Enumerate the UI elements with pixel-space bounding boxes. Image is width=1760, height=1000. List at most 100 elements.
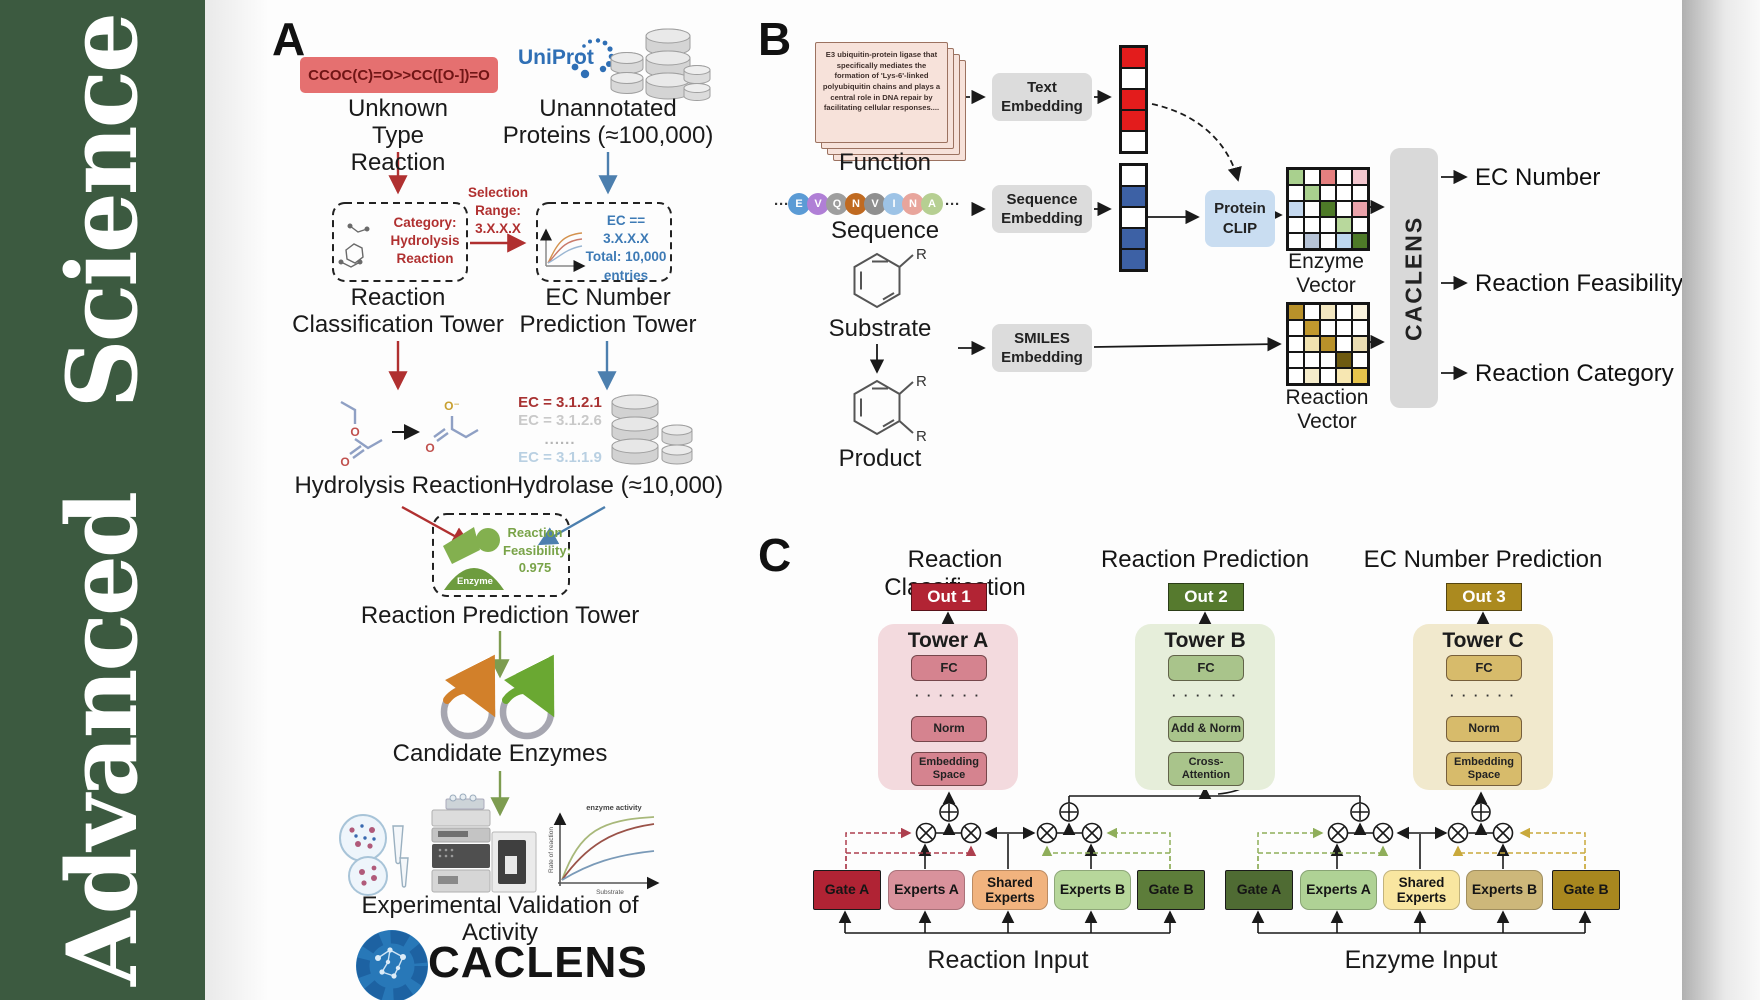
reaction-gate-b: Gate B bbox=[1137, 870, 1205, 910]
enzyme-vector-grid bbox=[1286, 167, 1370, 251]
amino-acid-circle: N bbox=[902, 193, 924, 215]
grid-cell bbox=[1304, 336, 1320, 352]
enzyme-gate-b: Gate B bbox=[1552, 870, 1620, 910]
grid-cell bbox=[1288, 304, 1304, 320]
vector-cell bbox=[1121, 131, 1146, 152]
grid-cell bbox=[1352, 352, 1368, 368]
reaction-vector-label: Reaction Vector bbox=[1285, 386, 1369, 433]
grid-cell bbox=[1288, 217, 1304, 233]
reaction-vector-grid bbox=[1286, 302, 1370, 386]
enzyme-gate-a: Gate A bbox=[1225, 870, 1293, 910]
page-left-shadow bbox=[205, 0, 280, 1000]
grid-cell bbox=[1336, 233, 1352, 249]
grid-cell bbox=[1304, 217, 1320, 233]
smiles-embedding-box: SMILES Embedding bbox=[992, 324, 1092, 372]
grid-cell bbox=[1352, 336, 1368, 352]
grid-cell bbox=[1336, 368, 1352, 384]
enzyme-experts-a: Experts A bbox=[1300, 870, 1377, 910]
grid-cell bbox=[1304, 233, 1320, 249]
uniprot-logo-text: UniProt bbox=[518, 46, 594, 69]
experimental-validation-label: Experimental Validation of Activity bbox=[361, 892, 639, 946]
reaction-feasibility-text: Reaction Feasibility: 0.975 bbox=[503, 525, 571, 576]
smiles-reaction-box: CCOC(C)=O>>CC([O-])=O bbox=[300, 57, 498, 93]
ec-range-text: EC == 3.X.X.X Total: 10,000 entries bbox=[585, 213, 667, 283]
amino-acid-circle: V bbox=[807, 193, 829, 215]
reaction-experts-a: Experts A bbox=[888, 870, 965, 910]
vector-cell bbox=[1121, 68, 1146, 89]
journal-sidebar: Advanced Science bbox=[0, 0, 205, 1000]
protein-clip-box: Protein CLIP bbox=[1205, 190, 1275, 247]
amino-acid-circle: A bbox=[921, 193, 943, 215]
vector-cell bbox=[1121, 207, 1146, 228]
grid-cell bbox=[1288, 169, 1304, 185]
reaction-shared-experts: Shared Experts bbox=[972, 870, 1048, 910]
sequence-embedding-vector bbox=[1119, 163, 1148, 272]
vector-cell bbox=[1121, 249, 1146, 270]
grid-cell bbox=[1352, 201, 1368, 217]
ec-result-2: EC = 3.1.2.6 bbox=[518, 412, 602, 430]
candidate-enzymes-label: Candidate Enzymes bbox=[392, 740, 608, 767]
grid-cell bbox=[1304, 352, 1320, 368]
grid-cell bbox=[1320, 320, 1336, 336]
grid-cell bbox=[1352, 185, 1368, 201]
grid-cell bbox=[1336, 352, 1352, 368]
tower-c-embedding: Embedding Space bbox=[1446, 752, 1522, 786]
text-embedding-box: Text Embedding bbox=[992, 73, 1092, 121]
panelB-label: B bbox=[758, 13, 792, 65]
vector-cell bbox=[1121, 186, 1146, 207]
amino-acid-circle: Q bbox=[826, 193, 848, 215]
vector-cell bbox=[1121, 110, 1146, 131]
hydrolysis-reaction-label: Hydrolysis Reaction bbox=[294, 472, 507, 499]
ec-result-ellipsis: ...... bbox=[544, 430, 576, 448]
heading-reaction-prediction: Reaction Prediction bbox=[1100, 546, 1310, 573]
grid-cell bbox=[1320, 368, 1336, 384]
grid-cell bbox=[1304, 201, 1320, 217]
unknown-reaction-label: Unknown Type Reaction bbox=[347, 95, 449, 176]
tower-b: Tower B FC · · · · · · Add & Norm Cross-… bbox=[1135, 624, 1275, 790]
grid-cell bbox=[1336, 185, 1352, 201]
output-reaction-feasibility: Reaction Feasibility bbox=[1475, 270, 1684, 297]
grid-cell bbox=[1336, 169, 1352, 185]
tower-c: Tower C FC · · · · · · Norm Embedding Spa… bbox=[1413, 624, 1553, 790]
grid-cell bbox=[1320, 352, 1336, 368]
grid-cell bbox=[1288, 320, 1304, 336]
tower-a: Tower A FC · · · · · · Norm Embedding Spa… bbox=[878, 624, 1018, 790]
grid-cell bbox=[1336, 201, 1352, 217]
tower-a-fc: FC bbox=[911, 655, 987, 681]
grid-cell bbox=[1304, 185, 1320, 201]
heading-ec-number-prediction: EC Number Prediction bbox=[1363, 546, 1603, 573]
sequence-label: Sequence bbox=[830, 217, 940, 244]
tower-a-embedding: Embedding Space bbox=[911, 752, 987, 786]
grid-cell bbox=[1352, 233, 1368, 249]
hydrolase-label: Hydrolase (≈10,000) bbox=[505, 472, 724, 499]
caclens-wordmark: CACLENS bbox=[428, 938, 648, 987]
panelC-label: C bbox=[758, 529, 792, 581]
substrate-label: Substrate bbox=[828, 315, 932, 342]
function-label: Function bbox=[838, 149, 932, 176]
page-edge-gradient bbox=[1682, 0, 1760, 1000]
output-ec-number: EC Number bbox=[1475, 164, 1601, 191]
selection-range-text: Selection Range: 3.X.X.X bbox=[467, 185, 529, 237]
tower-c-norm: Norm bbox=[1446, 716, 1522, 742]
grid-cell bbox=[1352, 217, 1368, 233]
tower-b-fc: FC bbox=[1168, 655, 1244, 681]
vector-cell bbox=[1121, 47, 1146, 68]
sequence-ellipsis-right: ··· bbox=[945, 195, 960, 213]
vector-cell bbox=[1121, 89, 1146, 110]
reaction-experts-b: Experts B bbox=[1054, 870, 1131, 910]
amino-acid-circle: E bbox=[788, 193, 810, 215]
tower-b-add-norm: Add & Norm bbox=[1168, 716, 1244, 742]
tower-a-dots: · · · · · · bbox=[914, 688, 982, 703]
function-card: E3 ubiquitin-protein ligase that specifi… bbox=[815, 42, 948, 143]
grid-cell bbox=[1320, 217, 1336, 233]
out3-box: Out 3 bbox=[1446, 583, 1522, 611]
sequence-ellipsis-left: ··· bbox=[774, 195, 789, 213]
grid-cell bbox=[1336, 304, 1352, 320]
reaction-prediction-tower-label: Reaction Prediction Tower bbox=[360, 602, 640, 629]
enzyme-badge: Enzyme bbox=[457, 576, 493, 587]
grid-cell bbox=[1304, 320, 1320, 336]
tower-b-title: Tower B bbox=[1164, 629, 1246, 652]
grid-cell bbox=[1288, 368, 1304, 384]
